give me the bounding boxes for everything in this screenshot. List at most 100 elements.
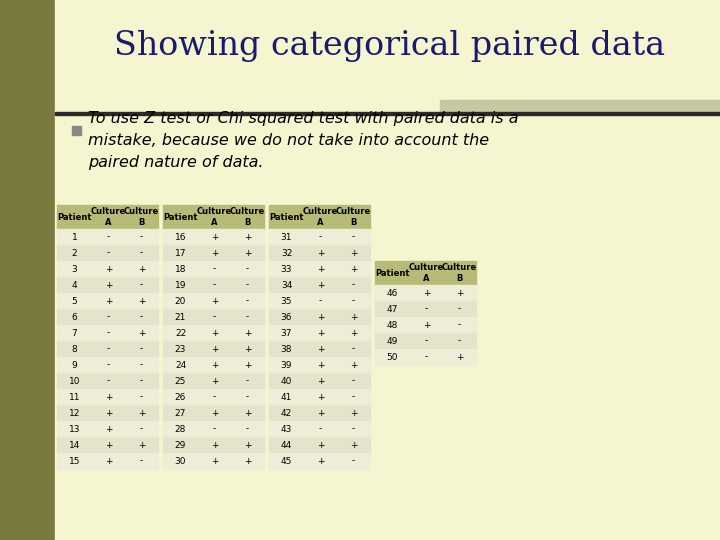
Text: 19: 19 <box>175 280 186 289</box>
Text: -: - <box>107 248 110 258</box>
Text: -: - <box>319 424 322 434</box>
Text: +: + <box>244 345 251 354</box>
Text: 50: 50 <box>387 353 398 361</box>
Text: 23: 23 <box>175 345 186 354</box>
Text: -: - <box>352 233 355 241</box>
Text: 21: 21 <box>175 313 186 321</box>
Bar <box>269 277 370 293</box>
Text: +: + <box>211 248 218 258</box>
Text: +: + <box>317 280 324 289</box>
Text: +: + <box>138 441 145 449</box>
Text: 29: 29 <box>175 441 186 449</box>
Text: 36: 36 <box>281 313 292 321</box>
Text: +: + <box>350 313 357 321</box>
Bar <box>55 112 720 115</box>
Text: -: - <box>140 248 143 258</box>
Text: +: + <box>211 441 218 449</box>
Text: -: - <box>352 345 355 354</box>
Bar <box>57 205 158 229</box>
Text: 12: 12 <box>69 408 80 417</box>
Text: 38: 38 <box>281 345 292 354</box>
Text: 6: 6 <box>71 313 77 321</box>
Text: -: - <box>107 345 110 354</box>
Bar <box>375 285 476 301</box>
Bar <box>375 317 476 333</box>
Text: +: + <box>456 353 463 361</box>
Bar <box>269 389 370 405</box>
Text: +: + <box>244 361 251 369</box>
Text: +: + <box>317 393 324 402</box>
Text: +: + <box>350 361 357 369</box>
Text: -: - <box>140 233 143 241</box>
Text: -: - <box>246 393 249 402</box>
Text: +: + <box>104 456 112 465</box>
Text: -: - <box>458 336 461 346</box>
Text: -: - <box>213 424 216 434</box>
Text: -: - <box>425 305 428 314</box>
Text: +: + <box>138 265 145 273</box>
Text: +: + <box>350 408 357 417</box>
Text: -: - <box>246 296 249 306</box>
Text: -: - <box>352 280 355 289</box>
Bar <box>57 389 158 405</box>
Bar <box>57 405 158 421</box>
Text: +: + <box>317 265 324 273</box>
Text: -: - <box>246 280 249 289</box>
Text: -: - <box>319 233 322 241</box>
Text: +: + <box>104 280 112 289</box>
Bar <box>269 357 370 373</box>
Text: Culture
B: Culture B <box>442 264 477 283</box>
Text: 15: 15 <box>68 456 80 465</box>
Bar <box>57 357 158 373</box>
Bar <box>163 293 264 309</box>
Bar <box>57 245 158 261</box>
Text: -: - <box>246 376 249 386</box>
Text: +: + <box>211 376 218 386</box>
Bar <box>163 373 264 389</box>
Bar <box>375 301 476 317</box>
Bar <box>57 325 158 341</box>
Text: 16: 16 <box>175 233 186 241</box>
Text: Culture
B: Culture B <box>230 207 265 227</box>
Text: +: + <box>211 296 218 306</box>
Text: -: - <box>352 376 355 386</box>
Bar <box>269 453 370 469</box>
Text: Culture
B: Culture B <box>124 207 159 227</box>
Text: -: - <box>319 296 322 306</box>
Text: 2: 2 <box>72 248 77 258</box>
Text: +: + <box>244 456 251 465</box>
Bar <box>163 405 264 421</box>
Text: -: - <box>140 393 143 402</box>
Text: 48: 48 <box>387 321 398 329</box>
Text: -: - <box>140 456 143 465</box>
Bar <box>440 100 720 114</box>
Text: +: + <box>244 328 251 338</box>
Text: Culture
A: Culture A <box>91 207 126 227</box>
Bar <box>57 453 158 469</box>
Bar <box>163 325 264 341</box>
Text: +: + <box>350 441 357 449</box>
Bar <box>269 261 370 277</box>
Bar <box>163 453 264 469</box>
Text: +: + <box>138 328 145 338</box>
Text: Culture
B: Culture B <box>336 207 371 227</box>
Text: +: + <box>423 321 431 329</box>
Text: +: + <box>104 393 112 402</box>
Text: 26: 26 <box>175 393 186 402</box>
Text: paired nature of data.: paired nature of data. <box>88 155 264 170</box>
Text: 34: 34 <box>281 280 292 289</box>
Text: 11: 11 <box>68 393 80 402</box>
Text: Showing categorical paired data: Showing categorical paired data <box>114 30 665 62</box>
Bar <box>0 0 55 540</box>
Bar <box>269 229 370 245</box>
Text: -: - <box>425 336 428 346</box>
Text: 28: 28 <box>175 424 186 434</box>
Text: 13: 13 <box>68 424 80 434</box>
Text: +: + <box>350 328 357 338</box>
Text: +: + <box>350 248 357 258</box>
Text: -: - <box>107 313 110 321</box>
Bar <box>57 341 158 357</box>
Bar <box>57 261 158 277</box>
Text: 27: 27 <box>175 408 186 417</box>
Text: Patient: Patient <box>269 213 304 221</box>
